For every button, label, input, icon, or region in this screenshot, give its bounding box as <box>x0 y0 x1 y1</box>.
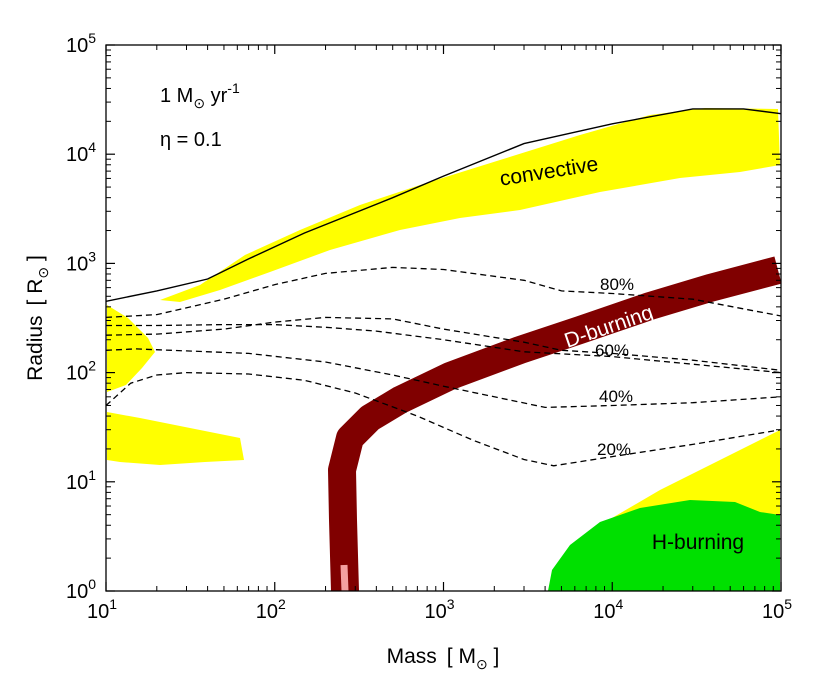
y-tick-label-5: 105 <box>66 30 96 57</box>
y-tick-label-0: 100 <box>66 576 96 603</box>
series-line-3 <box>106 323 781 374</box>
accretion-rate-annotation: 1 M⊙ yr-1 <box>160 80 240 111</box>
y-tick-label-2: 102 <box>66 358 96 385</box>
d-burning-highlight <box>340 564 349 591</box>
series-line-0 <box>106 108 781 302</box>
pct-label-60: 60% <box>595 341 629 360</box>
y-tick-label-4: 104 <box>66 139 96 166</box>
x-tick-label-4: 105 <box>762 596 792 623</box>
series-line-4 <box>106 348 781 409</box>
x-tick-label-0: 101 <box>87 596 117 623</box>
h-burning-label: H-burning <box>652 531 744 554</box>
y-tick-label-3: 103 <box>66 248 96 275</box>
series-line-2 <box>106 316 781 371</box>
y-axis-label: Radius[ R⊙ ] <box>24 255 51 381</box>
pct-label-20: 20% <box>597 440 631 459</box>
series-layer <box>106 108 781 467</box>
x-tick-label-3: 104 <box>593 596 623 623</box>
pct-label-80: 80% <box>600 275 634 294</box>
d-burning-region <box>328 256 781 591</box>
h-burning-region <box>548 500 780 591</box>
x-axis-label: Mass[ M⊙ ] <box>387 645 500 672</box>
pct-label-40: 40% <box>599 387 633 406</box>
x-tick-label-2: 103 <box>424 596 454 623</box>
x-tick-label-1: 102 <box>256 596 286 623</box>
y-tick-label-1: 101 <box>66 467 96 494</box>
convective-region-main <box>160 108 780 302</box>
convective-region-left-lower <box>107 412 244 465</box>
regions-layer <box>107 108 781 591</box>
eta-annotation: η = 0.1 <box>160 129 222 151</box>
series-line-5 <box>106 371 781 467</box>
